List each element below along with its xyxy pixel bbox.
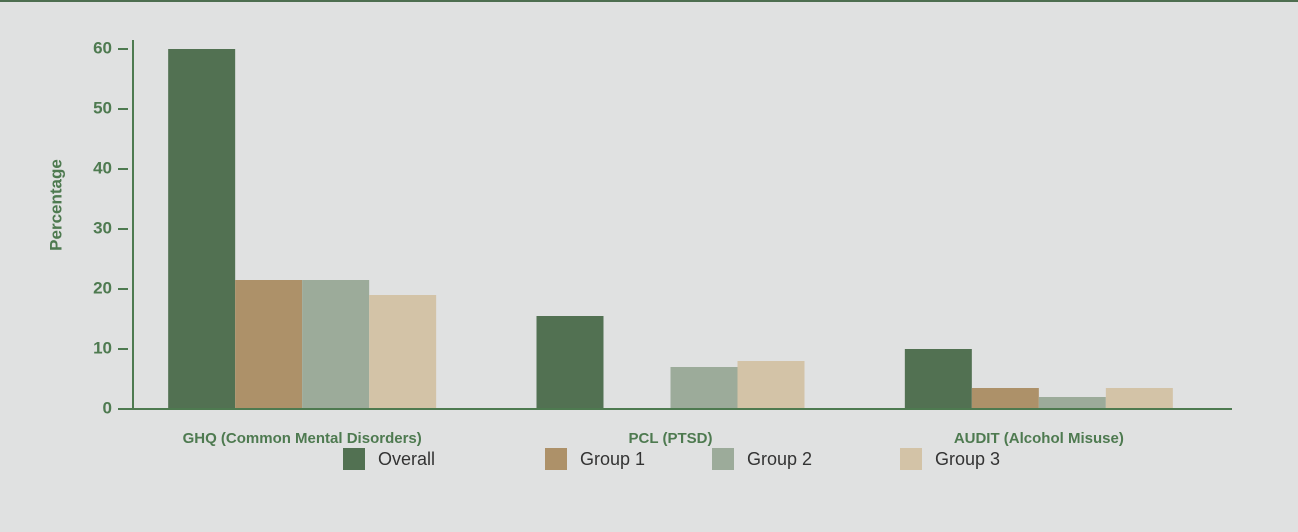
bar [1038,397,1106,409]
y-tick-label: 50 [93,98,112,117]
legend-label: Group 1 [580,449,645,469]
bar [670,367,738,409]
bar [536,316,604,409]
bar [168,49,236,409]
x-tick-label: PCL (PTSD) [629,430,713,447]
y-tick-label: 40 [93,158,112,177]
bar [737,361,805,409]
top-border [0,0,1298,2]
bar [235,280,303,409]
y-tick-label: 30 [93,218,112,237]
y-tick-label: 0 [103,398,112,417]
bar [904,349,972,409]
y-axis-label: Percentage [46,159,65,251]
x-tick-label: AUDIT (Alcohol Misuse) [954,430,1124,447]
legend-swatch [900,448,922,470]
bar [1105,388,1173,409]
y-tick-label: 10 [93,338,112,357]
legend-label: Group 3 [935,449,1000,469]
bar [369,295,437,409]
y-tick-label: 20 [93,278,112,297]
legend-swatch [545,448,567,470]
bar [971,388,1039,409]
x-tick-label: GHQ (Common Mental Disorders) [183,430,422,447]
legend-swatch [712,448,734,470]
y-tick-label: 60 [93,38,112,57]
bar [302,280,370,409]
legend-label: Group 2 [747,449,812,469]
legend-swatch [343,448,365,470]
legend-label: Overall [378,449,435,469]
